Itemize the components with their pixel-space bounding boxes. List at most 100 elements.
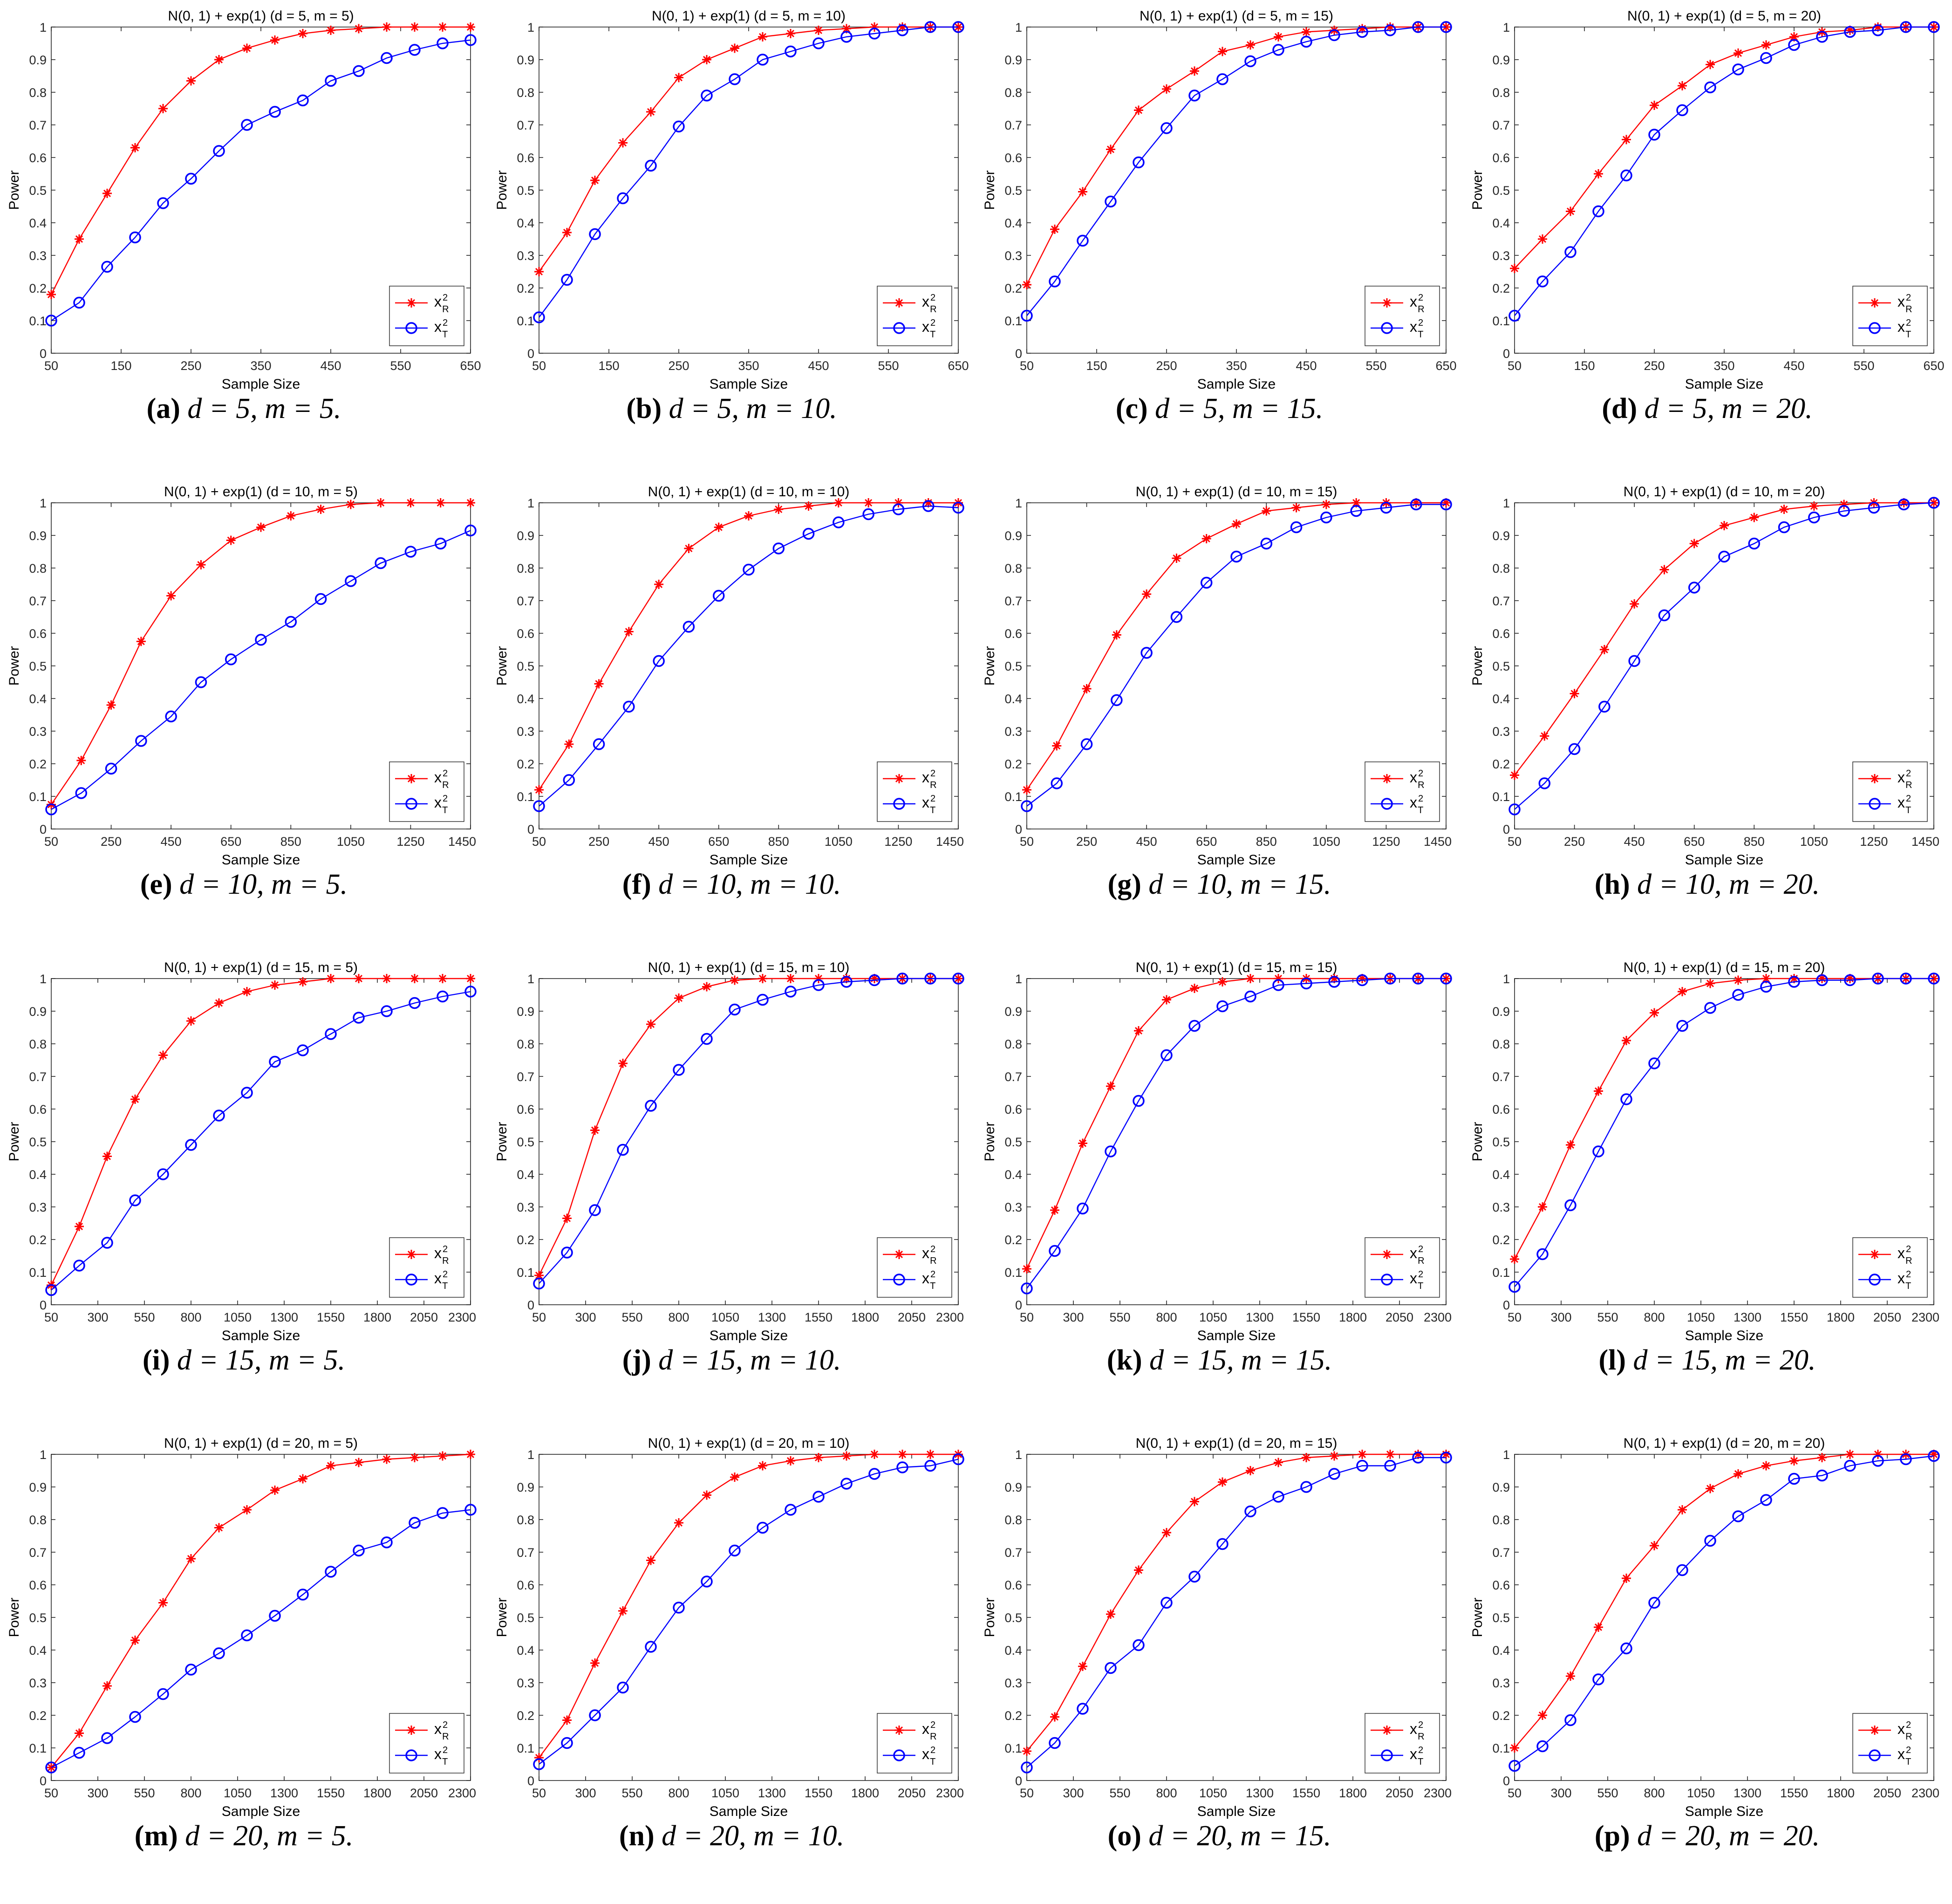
data-point <box>730 43 739 53</box>
data-point <box>926 1450 935 1459</box>
series-xT2 <box>1021 1452 1452 1774</box>
x-tick-label: 1800 <box>1827 1310 1855 1324</box>
x-tick-label: 450 <box>1783 359 1804 373</box>
data-point <box>896 1461 908 1473</box>
x-axis-label: Sample Size <box>1685 1804 1763 1819</box>
line-chart: N(0, 1) + exp(1) (d = 5, m = 10) 0 0.1 0.2 0… <box>494 8 969 392</box>
data-point <box>1080 738 1093 750</box>
data-point <box>45 803 57 815</box>
x-tick-label: 1300 <box>270 1310 298 1324</box>
legend-box <box>1852 761 1928 822</box>
data-point <box>533 311 545 323</box>
panel-caption: (n) d = 20, m = 10. <box>488 1820 976 1853</box>
data-point <box>314 593 327 605</box>
y-axis-label: Power <box>7 1122 22 1161</box>
data-point <box>534 267 544 276</box>
data-point <box>47 290 56 299</box>
data-point <box>1816 974 1828 986</box>
data-point <box>561 1737 573 1749</box>
data-point <box>1328 976 1340 988</box>
y-tick-label: 0.2 <box>1004 1233 1022 1247</box>
panel-caption: (o) d = 20, m = 15. <box>976 1820 1463 1853</box>
chart-panel: N(0, 1) + exp(1) (d = 10, m = 20) 0 0.1 0.2… <box>1463 476 1951 952</box>
data-point <box>868 1468 880 1480</box>
line-chart: N(0, 1) + exp(1) (d = 10, m = 5) 0 0.1 0.2 0… <box>7 484 477 868</box>
data-point <box>1808 511 1820 524</box>
y-tick-label: 0.2 <box>517 1233 534 1247</box>
y-tick-label: 0.8 <box>1004 1037 1022 1051</box>
line-chart: N(0, 1) + exp(1) (d = 15, m = 10) 0 0.1 0.2… <box>494 960 964 1343</box>
data-point <box>1216 73 1229 85</box>
data-point <box>729 1003 741 1016</box>
data-point <box>76 756 86 765</box>
x-tick-label: 50 <box>1508 359 1522 373</box>
data-point <box>1538 234 1547 244</box>
data-point <box>1172 554 1181 563</box>
data-point <box>833 498 843 507</box>
x-tick-label: 1550 <box>317 1786 345 1800</box>
legend-box <box>877 1237 952 1298</box>
y-tick-label: 0.5 <box>1492 659 1510 673</box>
y-tick-label: 0.4 <box>1004 692 1022 706</box>
y-tick-label: 0.1 <box>1004 1266 1022 1280</box>
x-tick-label: 150 <box>1574 359 1595 373</box>
data-point <box>645 1641 657 1653</box>
chart-title: N(0, 1) + exp(1) (d = 15, m = 20) <box>1624 960 1825 975</box>
y-tick-label: 0.3 <box>1492 725 1510 739</box>
series-xT2 <box>533 1453 964 1770</box>
data-point <box>1134 105 1143 115</box>
x-tick-label: 250 <box>588 835 609 849</box>
data-point <box>1262 506 1271 516</box>
data-point <box>645 1100 657 1112</box>
x-tick-label: 450 <box>161 835 182 849</box>
line-chart: N(0, 1) + exp(1) (d = 15, m = 20) 0 0.1 0.2… <box>1470 960 1940 1343</box>
data-point <box>1302 1453 1311 1462</box>
x-tick-label: 1450 <box>936 835 964 849</box>
x-tick-label: 650 <box>460 359 481 373</box>
data-point <box>1077 1202 1089 1215</box>
y-tick-label: 0.9 <box>1004 1005 1022 1019</box>
y-tick-label: 0.4 <box>517 1168 534 1182</box>
chart-title: N(0, 1) + exp(1) (d = 20, m = 20) <box>1624 1436 1825 1451</box>
chart-panel: N(0, 1) + exp(1) (d = 5, m = 15) 0 0.1 0.2 0… <box>976 0 1463 476</box>
data-point <box>702 55 711 64</box>
series-xT2 <box>45 1504 477 1774</box>
data-point <box>242 43 252 53</box>
x-tick-label: 300 <box>1063 1786 1084 1800</box>
chart-title: N(0, 1) + exp(1) (d = 15, m = 10) <box>648 960 850 975</box>
x-tick-label: 550 <box>390 359 411 373</box>
y-tick-label: 0.5 <box>517 1611 534 1625</box>
legend-marker <box>407 1726 416 1735</box>
y-tick-label: 0.8 <box>517 86 534 100</box>
data-point <box>646 1555 655 1565</box>
x-axis-label: Sample Size <box>222 852 300 868</box>
data-point <box>1844 1459 1856 1472</box>
data-point <box>353 65 365 77</box>
panel-caption: (b) d = 5, m = 10. <box>488 392 976 425</box>
data-point <box>434 537 447 550</box>
data-point <box>241 1087 253 1099</box>
x-tick-label: 1300 <box>1734 1310 1761 1324</box>
data-point <box>255 634 267 646</box>
data-point <box>409 997 421 1009</box>
y-tick-label: 0.3 <box>1492 249 1510 263</box>
data-point <box>158 1598 168 1608</box>
x-tick-label: 1050 <box>1687 1786 1715 1800</box>
data-point <box>590 1125 600 1135</box>
data-point <box>1274 32 1283 41</box>
y-tick-label: 0.7 <box>517 1070 534 1084</box>
data-point <box>1170 611 1183 623</box>
y-tick-label: 0.4 <box>517 692 534 706</box>
data-point <box>1928 497 1940 509</box>
data-point <box>1384 973 1396 985</box>
y-tick-label: 0.4 <box>1492 216 1510 230</box>
x-tick-label: 250 <box>180 359 201 373</box>
series-xT2 <box>1508 21 1940 322</box>
y-tick-label: 0.8 <box>29 1513 47 1527</box>
y-tick-label: 0.3 <box>1004 1676 1022 1690</box>
x-axis-label: Sample Size <box>1197 1328 1276 1343</box>
